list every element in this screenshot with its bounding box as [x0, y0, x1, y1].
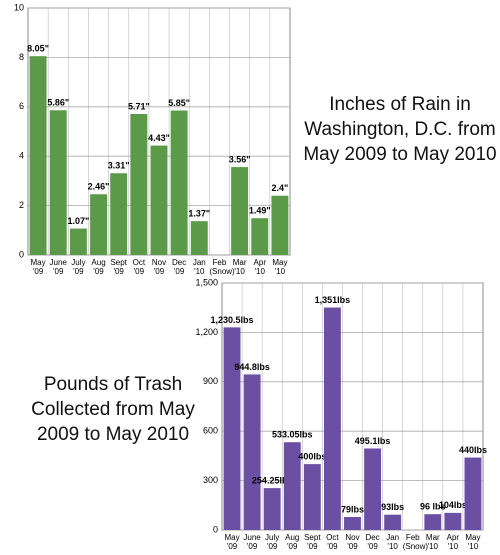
value-label: 4.43"	[148, 133, 170, 143]
bar	[344, 516, 361, 530]
x-tick-label: Feb (Snow)	[209, 258, 235, 276]
value-label: 3.56"	[229, 154, 251, 164]
y-tick-label: 4	[19, 151, 24, 161]
bar	[444, 512, 462, 530]
bar	[150, 145, 168, 255]
bar	[130, 113, 148, 255]
x-tick-label: Feb (Snow)	[402, 533, 429, 551]
bar	[384, 514, 402, 530]
value-label: 400lbs	[298, 452, 326, 462]
bar	[303, 464, 321, 530]
value-label: 254.25lbs	[252, 476, 293, 486]
y-tick-label: 6	[19, 101, 24, 111]
value-label: 1.49"	[249, 206, 271, 216]
y-tick-label: 1,200	[195, 327, 218, 337]
value-label: 5.85"	[168, 98, 190, 108]
value-label: 1,230.5lbs	[211, 315, 254, 325]
bar	[271, 195, 289, 255]
bar	[29, 56, 47, 255]
plot-area	[221, 282, 484, 531]
x-tick-label: Oct '09	[132, 258, 146, 276]
x-tick-label: Dec '09	[172, 258, 187, 276]
x-tick-label: Oct '09	[326, 533, 339, 551]
bar	[69, 228, 87, 255]
value-label: 944.8lbs	[234, 362, 270, 372]
y-tick-label: 0	[213, 524, 218, 534]
x-tick-label: June '09	[243, 533, 261, 551]
value-label: 5.71"	[128, 101, 150, 111]
x-tick-label: Apr '10	[446, 533, 460, 551]
x-tick-label: Aug '09	[285, 533, 300, 551]
value-label: 1.37"	[188, 209, 210, 219]
bar	[283, 442, 301, 530]
x-tick-label: June '09	[49, 258, 67, 276]
chart-title: Pounds of Trash Collected from May 2009 …	[31, 374, 195, 445]
bar	[170, 110, 188, 255]
value-label: 1.07"	[67, 216, 89, 226]
value-label: 79lbs	[341, 504, 364, 514]
value-label: 3.31"	[108, 161, 130, 171]
x-tick-label: May '09	[224, 533, 240, 551]
value-label: 96 lbs	[420, 502, 446, 512]
x-tick-label: Jan '10	[192, 258, 206, 276]
x-tick-label: Dec '09	[365, 533, 380, 551]
value-label: 5.86"	[47, 98, 69, 108]
value-label: 2.46"	[88, 182, 110, 192]
bar	[231, 167, 249, 255]
bar	[424, 514, 442, 530]
bar	[190, 221, 208, 255]
x-tick-label: May '10	[272, 258, 288, 276]
y-tick-label: 10	[14, 2, 24, 12]
x-tick-label: Apr '10	[253, 258, 266, 276]
value-label: 440lbs	[459, 445, 487, 455]
x-tick-label: Nov '09	[151, 258, 167, 276]
value-label: 1,351lbs	[315, 295, 351, 305]
value-label: 2.4"	[272, 183, 289, 193]
bar	[90, 194, 108, 255]
value-label: 104lbs	[439, 500, 467, 510]
y-tick-label: 2	[19, 200, 24, 210]
bar	[263, 488, 281, 530]
y-tick-label: 900	[203, 376, 218, 386]
bar	[323, 307, 341, 530]
bar	[243, 374, 261, 530]
bar	[364, 448, 382, 530]
bar	[464, 457, 482, 530]
chart-title: Inches of Rain in Washington, D.C. from …	[303, 94, 497, 165]
x-tick-label: July '09	[265, 533, 280, 551]
x-tick-label: Aug '09	[91, 258, 106, 276]
y-tick-label: 0	[19, 249, 24, 259]
x-tick-label: May '09	[30, 258, 46, 276]
x-tick-label: Sept '09	[304, 533, 321, 551]
bar	[49, 110, 67, 256]
x-tick-label: Mar '10	[232, 258, 247, 276]
y-tick-label: 300	[203, 475, 218, 485]
x-tick-label: May '10	[465, 533, 481, 551]
x-tick-label: July '09	[71, 258, 86, 276]
bar	[110, 173, 128, 255]
x-tick-label: Nov '09	[345, 533, 360, 551]
y-tick-label: 1,500	[195, 277, 218, 287]
value-label: 93lbs	[381, 502, 404, 512]
x-tick-label: Sept '09	[110, 258, 127, 276]
y-tick-label: 8	[19, 52, 24, 62]
value-label: 533.05lbs	[272, 430, 313, 440]
bar	[223, 327, 241, 530]
x-tick-label: Jan '10	[386, 533, 400, 551]
bar	[251, 218, 269, 255]
x-tick-label: Mar '10	[425, 533, 440, 551]
y-tick-label: 600	[203, 426, 218, 436]
value-label: 495.1lbs	[355, 436, 391, 446]
value-label: 8.05"	[27, 44, 49, 54]
